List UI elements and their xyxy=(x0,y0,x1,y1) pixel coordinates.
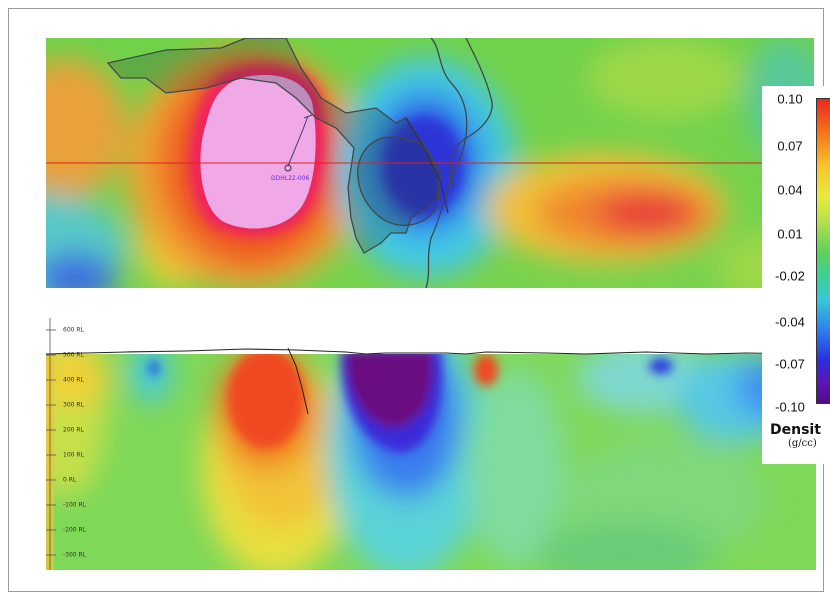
legend-tick-label: -0.10 xyxy=(775,399,805,415)
elevation-label: 600 RL xyxy=(63,326,84,334)
elevation-label: 0 RL xyxy=(63,476,77,484)
elevation-label: -300 RL xyxy=(63,551,87,559)
legend-tick-label: 0.01 xyxy=(777,226,803,242)
elevation-label: 500 RL xyxy=(63,351,84,359)
plan-view-density-map: DDHL22-006 xyxy=(46,38,814,288)
legend-tick-label: -0.04 xyxy=(775,314,805,330)
density-legend: 0.10 0.07 0.04 0.01 -0.02 -0.04 -0.07 -0… xyxy=(762,86,830,464)
elevation-label: -100 RL xyxy=(63,501,87,509)
cross-section-density-model: 600 RL 500 RL 400 RL 300 RL 200 RL 100 R… xyxy=(46,318,816,570)
legend-tick-label: 0.04 xyxy=(777,182,803,198)
elevation-label: 400 RL xyxy=(63,376,84,384)
elevation-label: 300 RL xyxy=(63,401,84,409)
legend-tick-label: -0.07 xyxy=(775,356,805,372)
elevation-label: -200 RL xyxy=(63,526,87,534)
legend-tick-label: 0.10 xyxy=(777,91,803,107)
drillhole-label: DDHL22-006 xyxy=(271,175,310,182)
elevation-label: 200 RL xyxy=(63,426,84,434)
legend-colorbar xyxy=(816,98,830,404)
legend-unit: (g/cc) xyxy=(788,438,817,449)
legend-title: Densit xyxy=(770,422,821,438)
elevation-label: 100 RL xyxy=(63,451,84,459)
legend-tick-label: 0.07 xyxy=(777,138,803,154)
legend-tick-label: -0.02 xyxy=(775,268,805,284)
